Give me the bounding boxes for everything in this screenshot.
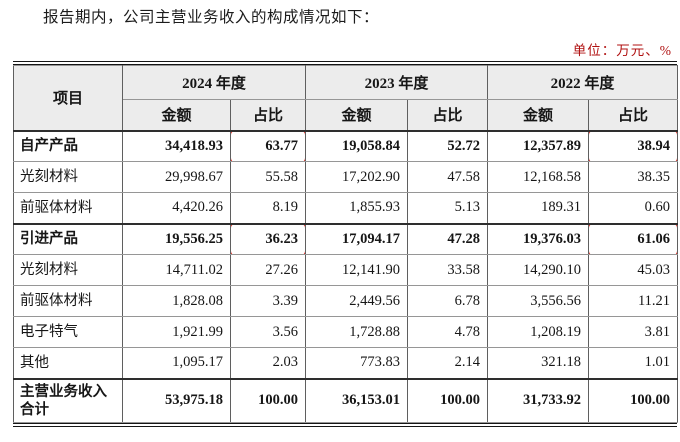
amount-cell: 12,357.89: [487, 129, 590, 162]
amount-cell: 36,153.01: [305, 377, 409, 423]
amount-cell: 3,556.56: [487, 285, 590, 317]
amount-cell: 53,975.18: [122, 377, 231, 423]
ratio-cell: 5.13: [407, 192, 489, 224]
item-cell: 自产产品: [13, 129, 123, 162]
highlight-box: [231, 132, 305, 161]
amount-cell: 12,141.90: [305, 254, 409, 286]
item-cell: 其他: [13, 347, 123, 379]
header-sub-row: 金额 占比 金额 占比 金额 占比: [14, 99, 679, 132]
ratio-cell: 1.01: [588, 347, 679, 379]
amount-cell: 1,921.99: [122, 316, 231, 348]
year-2024-header: 2024 年度: [121, 65, 307, 100]
header-year-row: 项目 2024 年度 2023 年度 2022 年度: [13, 65, 679, 131]
table-body: 自产产品 34,418.93 63.77 19,058.84 52.72 12,357.8…: [13, 129, 679, 423]
ratio-cell: 100.00: [588, 377, 679, 423]
amount-cell: 2,449.56: [305, 285, 409, 317]
intro-text: 报告期内，公司主营业务收入的构成情况如下：: [43, 9, 380, 26]
highlight-box: [589, 225, 677, 254]
table-row: 前驱体材料 4,420.26 8.19 1,855.93 5.13 189.31 0.60: [13, 192, 679, 224]
ratio-cell: 33.58: [407, 254, 489, 286]
table-row: 其他 1,095.17 2.03 773.83 2.14 321.18 1.01: [13, 347, 679, 379]
highlight-box: [589, 132, 677, 161]
ratio-cell: 3.56: [229, 316, 307, 348]
amount-cell: 321.18: [487, 347, 590, 379]
amount-cell: 189.31: [487, 192, 590, 224]
amount-cell: 29,998.67: [122, 161, 231, 193]
amount-cell: 34,418.93: [122, 129, 231, 162]
highlight-box: [231, 225, 305, 254]
ratio-cell: 2.14: [407, 347, 489, 379]
amount-cell: 14,290.10: [487, 254, 590, 286]
ratio-cell: 100.00: [407, 377, 489, 423]
item-column-header: 项目: [13, 65, 123, 131]
table-row: 引进产品 19,556.25 36.23 17,094.17 47.28 19,376.0…: [13, 222, 679, 255]
amount-cell: 1,095.17: [122, 347, 231, 379]
ratio-cell: 3.81: [588, 316, 679, 348]
ratio-cell: 6.78: [407, 285, 489, 317]
amount-cell: 19,058.84: [305, 129, 409, 162]
amount-cell: 12,168.58: [487, 161, 590, 193]
amount-cell: 1,208.19: [487, 316, 590, 348]
ratio-cell: 0.60: [588, 192, 679, 224]
amount-header-2024: 金额: [122, 99, 231, 132]
table-row: 自产产品 34,418.93 63.77 19,058.84 52.72 12,357.8…: [13, 129, 679, 162]
amount-cell: 4,420.26: [122, 192, 231, 224]
amount-cell: 773.83: [305, 347, 409, 379]
amount-cell: 1,728.88: [305, 316, 409, 348]
ratio-cell: 100.00: [229, 377, 307, 423]
item-cell: 电子特气: [13, 316, 123, 348]
ratio-header-2022: 占比: [588, 99, 679, 132]
amount-cell: 19,556.25: [122, 222, 231, 255]
table-row: 光刻材料 29,998.67 55.58 17,202.90 47.58 12,168.5…: [13, 161, 679, 193]
ratio-cell: 4.78: [407, 316, 489, 348]
ratio-cell: 38.94: [588, 129, 679, 162]
ratio-cell: 52.72: [407, 129, 489, 162]
amount-cell: 17,202.90: [305, 161, 409, 193]
table-row: 前驱体材料 1,828.08 3.39 2,449.56 6.78 3,556.56 11.…: [13, 285, 679, 317]
year-2022-header: 2022 年度: [487, 65, 679, 100]
item-cell: 前驱体材料: [13, 192, 123, 224]
amount-cell: 31,733.92: [487, 377, 590, 423]
ratio-cell: 11.21: [588, 285, 679, 317]
amount-header-2023: 金额: [305, 99, 409, 132]
ratio-cell: 2.03: [229, 347, 307, 379]
ratio-cell: 47.28: [407, 222, 489, 255]
data-table: 项目 2024 年度 2023 年度 2022 年度 金额 占比 金额 占比 金…: [13, 65, 679, 423]
ratio-cell: 55.58: [229, 161, 307, 193]
item-cell: 光刻材料: [13, 254, 123, 286]
amount-header-2022: 金额: [487, 99, 590, 132]
amount-cell: 17,094.17: [305, 222, 409, 255]
ratio-cell: 38.35: [588, 161, 679, 193]
ratio-header-2023: 占比: [407, 99, 489, 132]
ratio-cell: 45.03: [588, 254, 679, 286]
amount-cell: 19,376.03: [487, 222, 590, 255]
item-cell: 前驱体材料: [13, 285, 123, 317]
table-row: 电子特气 1,921.99 3.56 1,728.88 4.78 1,208.19 3.81: [13, 316, 679, 348]
amount-cell: 1,828.08: [122, 285, 231, 317]
ratio-header-2024: 占比: [229, 99, 307, 132]
year-2023-header: 2023 年度: [305, 65, 489, 100]
item-cell: 引进产品: [13, 222, 123, 255]
table-row: 主营业务收入合计 53,975.18 100.00 36,153.01 100.00 31…: [13, 377, 679, 423]
ratio-cell: 27.26: [229, 254, 307, 286]
ratio-cell: 47.58: [407, 161, 489, 193]
item-cell: 光刻材料: [13, 161, 123, 193]
ratio-cell: 36.23: [229, 222, 307, 255]
table-row: 光刻材料 14,711.02 27.26 12,141.90 33.58 14,290.1…: [13, 254, 679, 286]
revenue-composition-table: 项目 2024 年度 2023 年度 2022 年度 金额 占比 金额 占比 金…: [13, 61, 679, 427]
ratio-cell: 3.39: [229, 285, 307, 317]
ratio-cell: 8.19: [229, 192, 307, 224]
amount-cell: 1,855.93: [305, 192, 409, 224]
ratio-cell: 61.06: [588, 222, 679, 255]
unit-label: 单位：万元、%: [572, 43, 672, 58]
item-cell: 主营业务收入合计: [13, 377, 123, 423]
ratio-cell: 63.77: [229, 129, 307, 162]
amount-cell: 14,711.02: [122, 254, 231, 286]
